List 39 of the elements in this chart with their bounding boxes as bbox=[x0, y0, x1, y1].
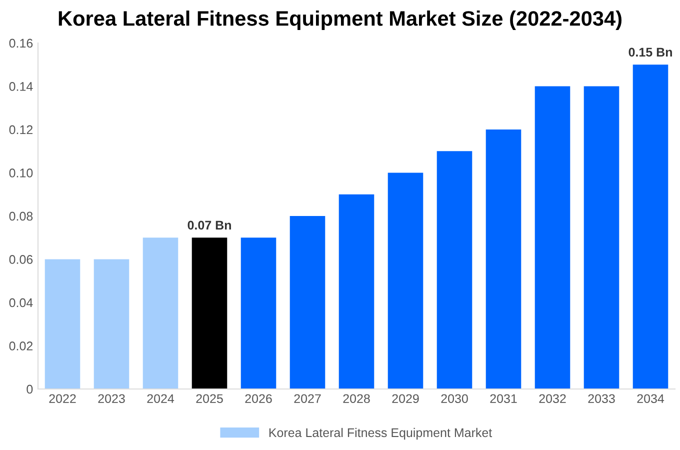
bar bbox=[338, 194, 374, 389]
x-tick-label: 2023 bbox=[98, 394, 125, 404]
bar bbox=[486, 130, 522, 389]
x-tick-label: 2024 bbox=[147, 394, 174, 404]
y-tick-label: 0.10 bbox=[9, 168, 33, 178]
bar bbox=[584, 86, 620, 389]
y-tick-label: 0.12 bbox=[9, 125, 33, 134]
bar bbox=[192, 238, 228, 389]
bar bbox=[290, 216, 326, 389]
bar bbox=[94, 259, 130, 389]
x-tick-label: 2033 bbox=[588, 394, 615, 404]
y-tick-label: 0.14 bbox=[9, 82, 33, 91]
y-tick-label: 0.16 bbox=[9, 38, 33, 48]
x-tick-label: 2026 bbox=[245, 394, 272, 404]
x-tick-label: 2031 bbox=[490, 394, 517, 404]
y-tick-label: 0 bbox=[26, 384, 33, 394]
bar bbox=[44, 259, 80, 389]
data-label: 0.15 Bn bbox=[628, 48, 672, 57]
y-tick-label: 0.02 bbox=[9, 342, 33, 350]
bar bbox=[388, 172, 424, 389]
chart-title: Korea Lateral Fitness Equipment Market Size (2022-2034) bbox=[58, 10, 622, 30]
y-tick-label: 0.08 bbox=[9, 212, 33, 221]
x-tick-label: 2029 bbox=[392, 394, 419, 404]
y-tick-label: 0.06 bbox=[9, 255, 33, 264]
x-tick-label: 2034 bbox=[637, 394, 664, 404]
bar bbox=[240, 238, 276, 389]
bar bbox=[436, 151, 472, 389]
x-tick-label: 2032 bbox=[539, 394, 566, 404]
legend-label: Korea Lateral Fitness Equipment Market bbox=[269, 428, 492, 440]
bar bbox=[534, 86, 570, 389]
x-tick-label: 2030 bbox=[441, 394, 468, 404]
data-label: 0.07 Bn bbox=[188, 220, 231, 230]
x-tick-label: 2025 bbox=[196, 394, 223, 404]
bar bbox=[142, 238, 178, 389]
y-tick-label: 0.04 bbox=[9, 298, 33, 308]
x-tick-label: 2028 bbox=[343, 394, 370, 404]
x-tick-label: 2022 bbox=[49, 394, 76, 404]
x-tick-label: 2027 bbox=[294, 394, 321, 404]
bar bbox=[632, 64, 668, 389]
